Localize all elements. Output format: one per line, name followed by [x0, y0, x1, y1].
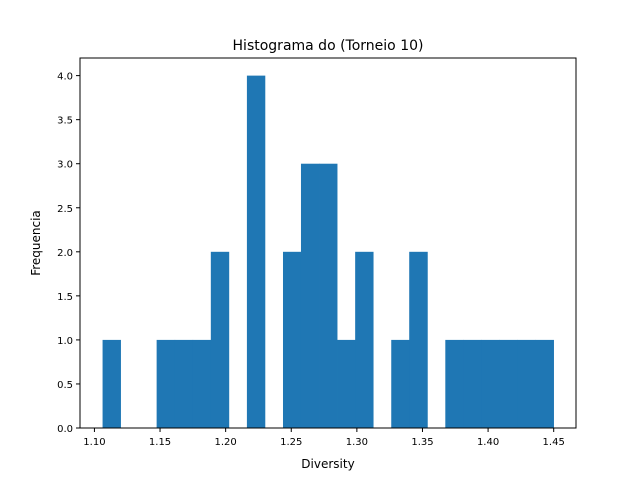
histogram-bar: [409, 251, 428, 428]
y-tick-label: 3.5: [57, 116, 73, 127]
histogram-bar: [535, 339, 554, 428]
x-axis-ticks: 1.10 1.15 1.20 1.25 1.30 1.35 1.40 1.45: [83, 428, 565, 448]
x-tick-label: 1.25: [280, 437, 302, 448]
y-tick-label: 4.0: [57, 72, 73, 83]
x-tick-label: 1.15: [149, 437, 171, 448]
histogram-bar: [192, 339, 212, 428]
y-tick-label: 2.0: [57, 248, 73, 259]
y-tick-label: 0.5: [57, 380, 73, 391]
x-tick-label: 1.40: [477, 437, 499, 448]
y-axis-label: Frequencia: [29, 210, 43, 276]
histogram-bar: [246, 75, 266, 429]
x-tick-label: 1.30: [346, 437, 368, 448]
histogram-bar: [282, 251, 302, 428]
x-tick-label: 1.45: [543, 437, 565, 448]
y-tick-label: 2.5: [57, 204, 73, 215]
histogram-bar: [355, 251, 374, 428]
x-tick-label: 1.20: [215, 437, 237, 448]
histogram-bar: [319, 163, 338, 428]
histogram-bar: [174, 339, 194, 428]
histogram-bar: [300, 163, 320, 428]
histogram-bar: [210, 251, 230, 428]
y-tick-label: 1.0: [57, 336, 73, 347]
histogram-bar: [499, 339, 518, 428]
histogram-bar: [445, 339, 464, 428]
y-tick-label: 3.0: [57, 160, 73, 171]
x-tick-label: 1.10: [83, 437, 105, 448]
histogram-bar: [156, 339, 176, 428]
y-tick-label: 0.0: [57, 424, 73, 435]
histogram-bar: [337, 339, 356, 428]
y-axis-ticks: 0.0 0.5 1.0 1.5 2.0 2.5 3.0 3.5 4.0: [57, 72, 80, 435]
histogram-bar: [481, 339, 500, 428]
histogram-bar: [102, 339, 121, 428]
x-axis-label: Diversity: [301, 457, 354, 471]
histogram-bar: [391, 339, 410, 428]
x-tick-label: 1.35: [411, 437, 433, 448]
bars-group: [102, 75, 554, 429]
histogram-bar: [463, 339, 482, 428]
histogram-bar: [517, 339, 536, 428]
plot-frame: [79, 57, 577, 429]
y-tick-label: 1.5: [57, 292, 73, 303]
chart-title: Histograma do (Torneio 10): [233, 38, 424, 54]
